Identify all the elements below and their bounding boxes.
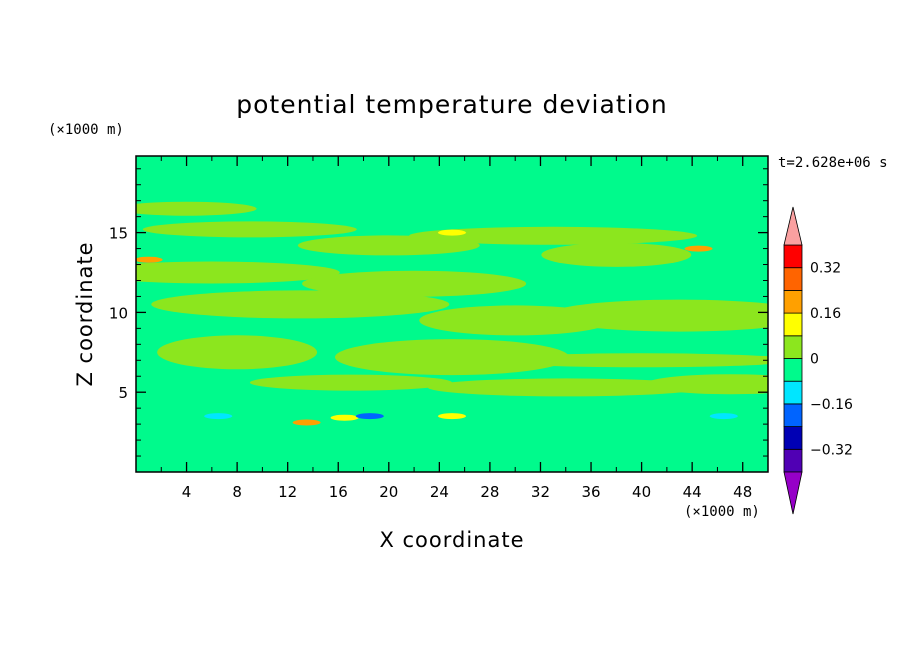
colorbar-segment <box>783 312 803 337</box>
anomaly-patch <box>249 374 452 391</box>
y-axis-title: Z coordinate <box>73 241 97 386</box>
anomaly-core <box>292 419 321 426</box>
anomaly-core <box>204 413 233 420</box>
chart-title: potential temperature deviation <box>236 90 667 119</box>
anomaly-core <box>709 413 738 420</box>
colorbar-segment <box>783 448 803 473</box>
colorbar-segment <box>783 289 803 314</box>
anomaly-patch <box>427 378 704 397</box>
colorbar-segment <box>783 244 803 269</box>
anomaly-patch <box>136 201 257 216</box>
y-unit-label: (×1000 m) <box>48 122 124 138</box>
anomaly-patch <box>487 353 768 368</box>
x-tick-label: 4 <box>182 483 192 501</box>
anomaly-patch <box>302 270 527 297</box>
y-tick-label: 15 <box>109 225 128 243</box>
colorbar-segment <box>783 426 803 450</box>
anomaly-patch <box>136 261 340 284</box>
x-tick-label: 12 <box>278 483 297 501</box>
anomaly-patch <box>157 335 318 370</box>
colorbar-segment <box>783 358 803 382</box>
anomaly-patch <box>546 299 768 332</box>
time-label: t=2.628e+06 s <box>778 155 888 171</box>
anomaly-patch <box>151 290 450 319</box>
x-tick-label: 32 <box>531 483 550 501</box>
anomaly-patch <box>541 242 692 267</box>
anomaly-core <box>355 413 384 420</box>
colorbar-segment <box>783 267 803 291</box>
anomaly-patch <box>409 226 698 245</box>
anomaly-core <box>330 414 359 421</box>
colorbar-label: −0.16 <box>810 397 853 413</box>
colorbar-segment <box>783 380 803 405</box>
x-tick-label: 28 <box>480 483 499 501</box>
colorbar-label: −0.32 <box>810 442 853 458</box>
x-tick-label: 8 <box>232 483 242 501</box>
colorbar-bottom-extension <box>783 471 803 515</box>
colorbar-label: 0.32 <box>810 261 841 277</box>
anomaly-patch <box>142 221 357 238</box>
colorbar-top-extension <box>783 206 803 246</box>
anomaly-patch <box>645 374 768 395</box>
anomaly-patch <box>335 339 569 376</box>
anomaly-core <box>438 413 466 420</box>
colorbar-label: 0.16 <box>810 306 841 322</box>
y-tick-label: 5 <box>118 384 128 402</box>
x-axis-title: X coordinate <box>379 528 524 552</box>
colorbar: 0.32 0.16 0 −0.16 −0.32 <box>783 206 853 515</box>
anomaly-patch <box>297 235 480 256</box>
x-unit-label: (×1000 m) <box>684 504 760 520</box>
x-tick-label: 36 <box>581 483 600 501</box>
anomaly-core <box>438 229 466 236</box>
colorbar-segment <box>783 335 803 359</box>
colorbar-label: 0 <box>810 352 819 368</box>
anomaly-core <box>136 256 163 263</box>
x-tick-label: 24 <box>430 483 449 501</box>
y-tick-label: 10 <box>109 304 128 322</box>
contour-field <box>136 201 768 426</box>
x-tick-label: 16 <box>329 483 348 501</box>
x-tick-label: 48 <box>733 483 752 501</box>
anomaly-patch <box>470 406 661 423</box>
x-tick-label: 20 <box>379 483 398 501</box>
colorbar-segment <box>783 403 803 427</box>
plot-frame <box>135 155 769 473</box>
x-tick-label: 40 <box>632 483 651 501</box>
anomaly-core <box>684 245 713 252</box>
x-tick-label: 44 <box>683 483 702 501</box>
